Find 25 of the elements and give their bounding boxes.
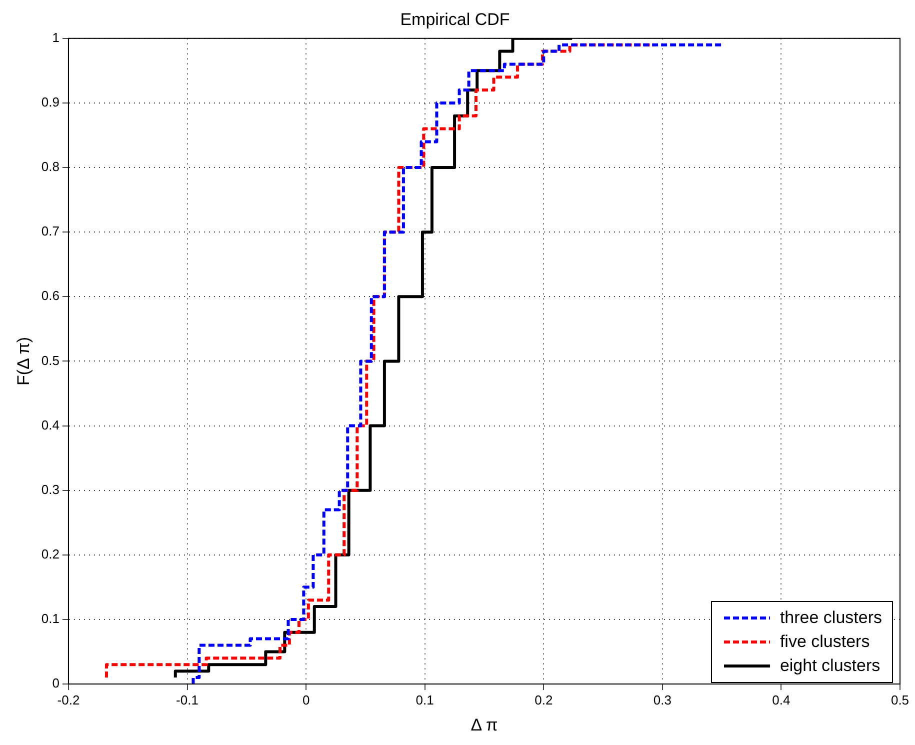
x-tick-label: 0.3 <box>653 692 672 708</box>
x-tick-label: 0.1 <box>416 692 434 708</box>
x-tick-label: 0.4 <box>772 692 790 708</box>
y-tick-label: 0.9 <box>41 94 60 110</box>
y-tick-label: 0.4 <box>41 417 60 432</box>
x-tick-label: 0 <box>302 692 310 708</box>
x-tick-label: -0.2 <box>57 692 80 708</box>
y-tick-label: 0.8 <box>41 159 60 174</box>
y-tick-label: 0 <box>52 676 60 691</box>
y-axis-title: F(Δ π) <box>14 336 33 386</box>
y-tick-label: 0.3 <box>41 482 60 497</box>
x-axis-title: Δ π <box>470 715 498 734</box>
legend-label: three clusters <box>780 607 882 629</box>
legend-label: five clusters <box>780 631 870 653</box>
chart-title: Empirical CDF <box>400 10 510 29</box>
y-tick-label: 0.7 <box>41 224 60 239</box>
y-tick-label: 0.5 <box>41 352 60 368</box>
y-tick-label: 0.2 <box>41 546 60 562</box>
x-tick-label: 0.2 <box>534 692 553 708</box>
y-tick-label: 0.6 <box>41 288 60 304</box>
y-tick-label: 0.1 <box>41 611 60 626</box>
y-tick-label: 1 <box>52 30 60 45</box>
x-tick-label: -0.1 <box>176 692 198 708</box>
x-tick-label: 0.5 <box>890 692 910 708</box>
legend-label: eight clusters <box>780 655 880 677</box>
